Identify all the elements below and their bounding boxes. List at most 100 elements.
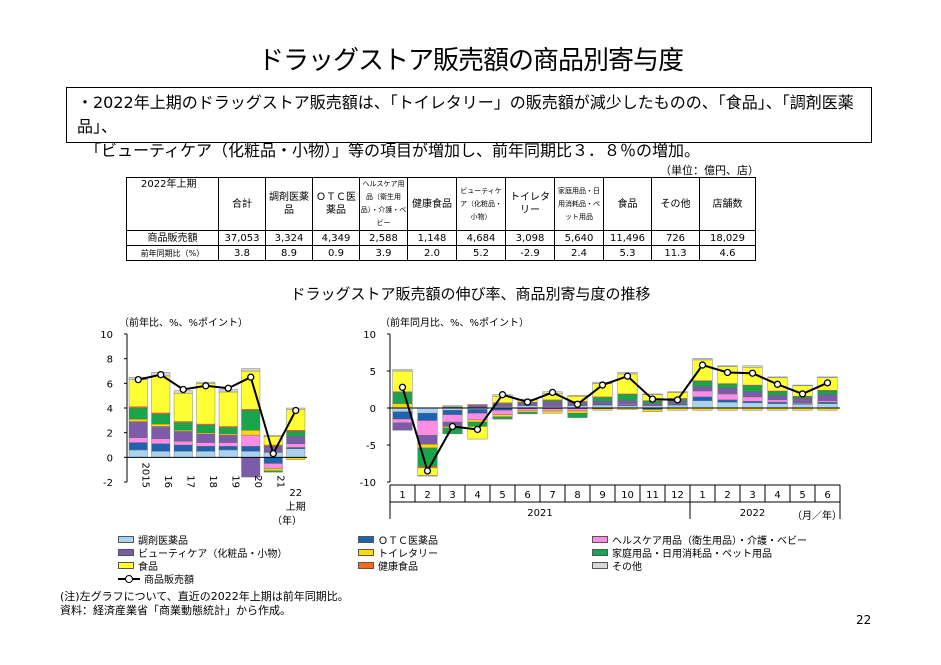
- row-label: 前年同期比（%）: [126, 245, 219, 261]
- bar-segment: [642, 403, 663, 406]
- x-tick-label: 6: [524, 490, 530, 501]
- bar-segment: [542, 401, 563, 407]
- x-tick-label: 5: [799, 490, 805, 501]
- sales-growth-point: [202, 382, 210, 390]
- table-cell: 37,053: [218, 230, 266, 246]
- bar-segment: [542, 408, 563, 412]
- bar-segment: [767, 401, 788, 404]
- table-cell: 5,640: [554, 230, 604, 246]
- sales-growth-line: [138, 373, 297, 457]
- summary-line-1: ・2022年上期のドラッグストア販売額は、「トイレタリー」の販売額が減少したもの…: [77, 93, 854, 136]
- table-header: 食品: [603, 177, 652, 231]
- y-tick-label: 10: [100, 330, 113, 341]
- bar-segment: [151, 450, 171, 458]
- table-cell: 5.3: [603, 245, 652, 261]
- table-header: 健康食品: [407, 177, 457, 231]
- x-tick-label: 10: [621, 490, 634, 501]
- bar-segment: [151, 443, 171, 452]
- table-cell: 3,098: [505, 230, 555, 246]
- bar-segment: [717, 384, 738, 389]
- page-title: ドラッグストア販売額の商品別寄与度: [257, 46, 684, 76]
- bar-segment: [263, 457, 283, 464]
- notes: (注)左グラフについて、直近の2022年上期は前年同期比。 資料：経済産業省「商…: [60, 590, 349, 618]
- table-cell: 18,029: [699, 230, 756, 246]
- sales-table: 2022年上期 合計 調剤医薬品 ＯＴＣ医薬品 ヘルスケア用品（衛生用品）・介護…: [126, 177, 756, 261]
- legend-item: ビューティケア（化粧品・小物）: [118, 546, 287, 560]
- bar-segment: [128, 449, 148, 458]
- bar-segment: [667, 391, 688, 393]
- legend-label: 家庭用品・日用消耗品・ペット用品: [612, 549, 772, 560]
- bar-segment: [196, 425, 216, 433]
- sales-growth-point: [598, 381, 607, 389]
- sales-growth-point: [498, 391, 507, 399]
- x-unit-label: （年）: [272, 514, 302, 527]
- table-cell: 8.9: [265, 245, 313, 261]
- legend-label: ＯＴＣ医薬品: [378, 536, 438, 547]
- table-header: 合計: [218, 177, 266, 231]
- bar-segment: [392, 369, 413, 372]
- y-tick-label: 6: [107, 379, 113, 390]
- bar-segment: [817, 376, 838, 378]
- bar-segment: [263, 470, 283, 473]
- bar-segment: [241, 457, 261, 478]
- legend-swatch: [118, 562, 134, 569]
- x-tick-label: 1: [399, 490, 405, 501]
- bar-segment: [417, 475, 438, 477]
- sales-growth-point: [224, 384, 232, 392]
- legend-line-marker: [118, 574, 140, 584]
- bar-segment: [218, 391, 238, 427]
- chart-section-title: ドラッグストア販売額の伸び率、商品別寄与度の推移: [290, 285, 651, 303]
- bar-segment: [592, 401, 613, 405]
- legend-label: 食品: [138, 562, 158, 573]
- table-cell: 726: [651, 230, 700, 246]
- x-tick-label: 21: [274, 475, 285, 488]
- x-tick-label: 19: [229, 475, 240, 488]
- bar-segment: [241, 450, 261, 458]
- x-tick-label: 18: [207, 475, 218, 488]
- bar-segment: [817, 394, 838, 401]
- bar-segment: [241, 429, 261, 436]
- bar-segment: [742, 402, 763, 409]
- legend-swatch: [118, 549, 134, 556]
- table-row: 前年同期比（%） 3.8 8.9 0.9 3.9 2.0 5.2 -2.9 2.…: [126, 245, 756, 261]
- bar-segment: [567, 412, 588, 418]
- bar-segment: [692, 386, 713, 392]
- x-tick-label: 11: [646, 490, 659, 501]
- bar-segment: [717, 399, 738, 403]
- bar-segment: [717, 365, 738, 367]
- bar-segment: [173, 444, 193, 452]
- x-tick-label: 4: [474, 490, 480, 501]
- bar-segment: [173, 431, 193, 442]
- bar-segment: [392, 418, 413, 423]
- summary-line-2: 「ビューティケア（化粧品・小物）」等の項目が増加し、前年同期比３．８％の増加。: [85, 141, 701, 160]
- summary-box: ・2022年上期のドラッグストア販売額は、「トイレタリー」の販売額が減少したもの…: [66, 87, 872, 160]
- x-tick-label: 2015: [139, 463, 150, 488]
- bar-segment: [717, 401, 738, 409]
- bar-segment: [492, 414, 513, 418]
- bar-segment: [692, 381, 713, 387]
- bar-segment: [817, 400, 838, 403]
- table-header: ビューティケア（化粧品・小物）: [456, 177, 506, 231]
- bar-segment: [263, 463, 283, 469]
- x-tick-label: 7: [549, 490, 555, 501]
- y-tick-label: 0: [107, 453, 113, 464]
- bar-segment: [592, 397, 613, 402]
- sales-growth-point: [423, 467, 432, 475]
- legend-label: 健康食品: [378, 562, 418, 573]
- sales-growth-point: [134, 375, 142, 384]
- bar-segment: [592, 408, 613, 411]
- bar-segment: [151, 426, 171, 440]
- table-cell: 4.6: [699, 245, 756, 261]
- bar-segment: [617, 400, 638, 405]
- legend-label: トイレタリー: [378, 549, 438, 560]
- table-cell: 2.0: [407, 245, 457, 261]
- table-cell: 4,349: [312, 230, 360, 246]
- bar-segment: [542, 410, 563, 414]
- y-tick-label: -2: [103, 478, 113, 489]
- table-cell: 1,148: [407, 230, 457, 246]
- legend-swatch: [358, 549, 374, 556]
- bar-segment: [151, 375, 171, 414]
- bar-segment: [442, 410, 463, 415]
- x-unit-label: （月／年）: [792, 509, 842, 522]
